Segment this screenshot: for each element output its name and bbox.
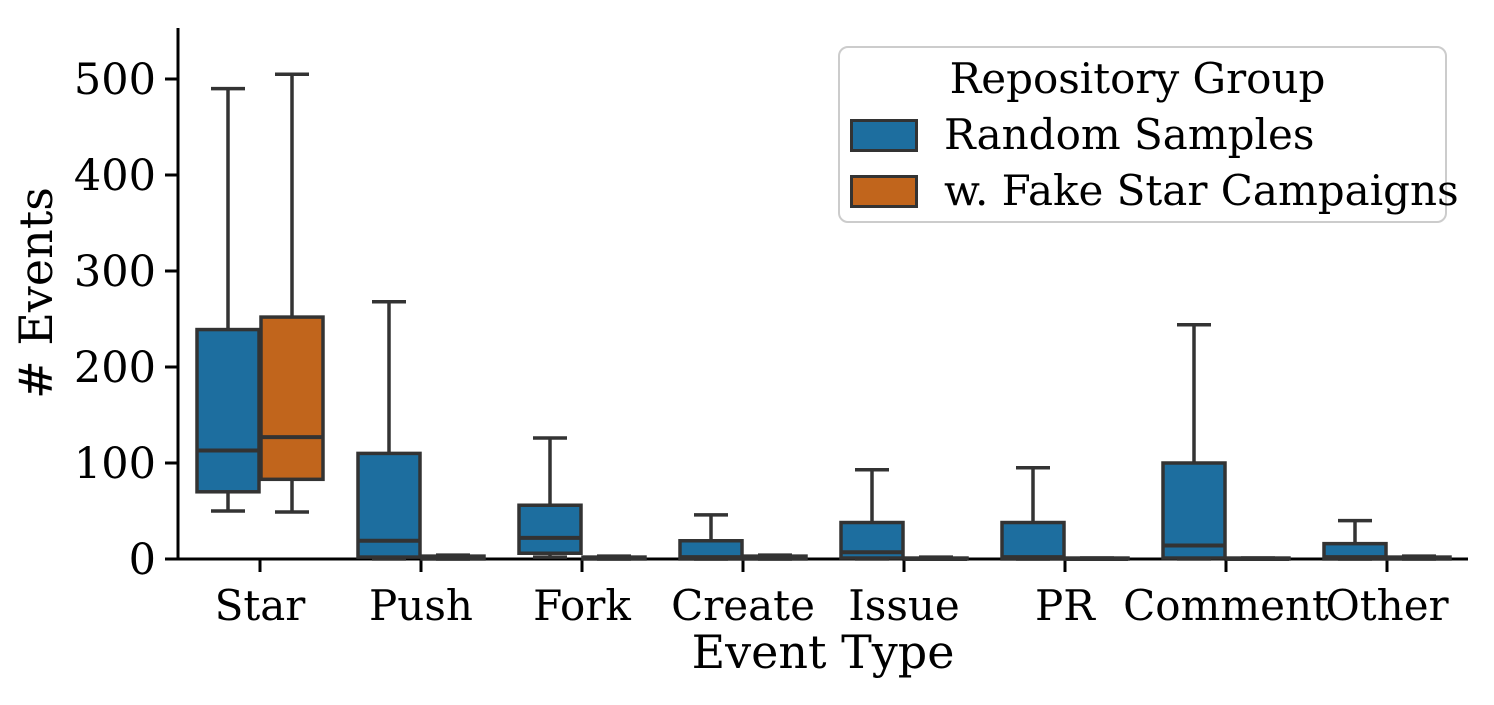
box-w-fake-star-campaigns-pr: [1064, 556, 1130, 561]
x-tick-label-Other: Other: [1325, 581, 1449, 630]
x-tick-label-Star: Star: [215, 581, 307, 630]
iqr-box: [517, 503, 583, 555]
x-tick-label-Fork: Fork: [533, 581, 631, 630]
legend-entry-random-samples: Random Samples: [850, 110, 1427, 160]
box-w-fake-star-campaigns-push: [420, 553, 486, 561]
box-random-samples-star: [195, 86, 261, 513]
box-random-samples-pr: [1000, 466, 1066, 561]
box-w-fake-star-campaigns-issue: [903, 555, 969, 561]
legend-entry-fake-star-campaigns: w. Fake Star Campaigns: [850, 166, 1459, 216]
box-w-fake-star-campaigns-fork: [581, 554, 647, 561]
iqr-box: [1161, 461, 1227, 560]
y-axis-label: # Events: [9, 187, 63, 399]
y-tick-label-500: 500: [74, 55, 156, 105]
legend-entry-label: w. Fake Star Campaigns: [944, 166, 1459, 215]
legend-entry-label: Random Samples: [944, 110, 1315, 159]
y-tick-label-200: 200: [74, 343, 156, 393]
box-random-samples-create: [678, 513, 744, 561]
legend-title: Repository Group: [949, 54, 1326, 103]
y-tick-label-100: 100: [74, 439, 156, 489]
y-tick-label-300: 300: [74, 247, 156, 297]
box-w-fake-star-campaigns-star: [259, 72, 325, 514]
box-random-samples-push: [356, 299, 422, 561]
x-axis-label: Event Type: [691, 625, 955, 679]
y-tick-label-0: 0: [129, 535, 156, 585]
box-random-samples-fork: [517, 436, 583, 559]
random-samples-swatch-icon: [850, 118, 918, 152]
box-random-samples-issue: [839, 467, 905, 561]
y-tick-label-400: 400: [74, 151, 156, 201]
fake-star-campaigns-swatch-icon: [850, 174, 918, 208]
iqr-box: [259, 315, 325, 482]
x-tick-label-Push: Push: [369, 581, 473, 630]
iqr-box: [1000, 520, 1066, 561]
legend: Repository Group Random Samples w. Fake …: [838, 46, 1459, 223]
box-w-fake-star-campaigns-other: [1386, 554, 1452, 561]
box-w-fake-star-campaigns-create: [742, 553, 808, 561]
x-tick-label-Create: Create: [671, 581, 815, 630]
x-tick-label-PR: PR: [1035, 581, 1096, 630]
x-tick-label-Issue: Issue: [848, 581, 960, 630]
box-random-samples-comment: [1161, 323, 1227, 561]
box-random-samples-other: [1322, 518, 1388, 561]
box-w-fake-star-campaigns-comment: [1225, 556, 1291, 561]
iqr-box: [195, 327, 261, 494]
x-tick-label-Comment: Comment: [1123, 581, 1329, 630]
